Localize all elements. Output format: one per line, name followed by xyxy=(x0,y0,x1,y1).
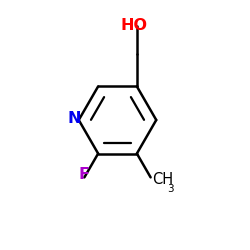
Text: N: N xyxy=(68,111,81,126)
Text: 3: 3 xyxy=(168,184,174,194)
Text: HO: HO xyxy=(121,18,148,33)
Text: CH: CH xyxy=(152,172,173,187)
Text: F: F xyxy=(79,167,90,182)
